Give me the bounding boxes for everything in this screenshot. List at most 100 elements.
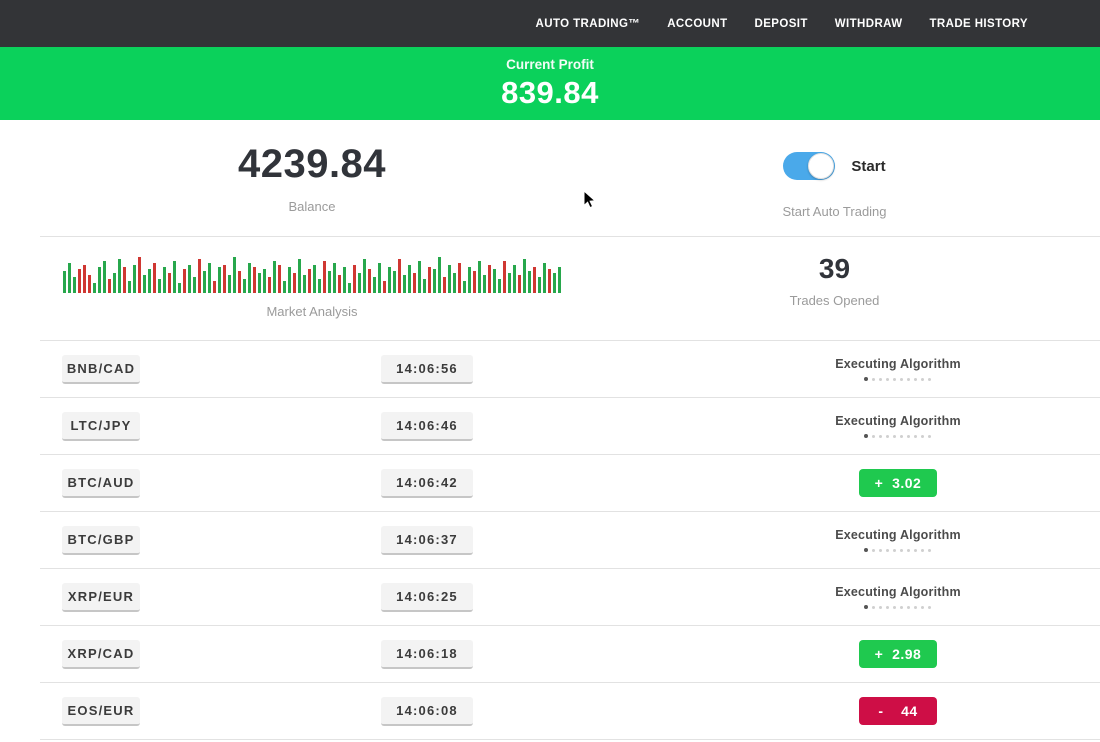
chart-bar — [253, 267, 256, 293]
chart-bar — [533, 267, 536, 293]
trade-status: - 44 — [574, 697, 1100, 725]
progress-dot — [872, 606, 876, 609]
executing-status: Executing Algorithm — [835, 528, 961, 552]
progress-dot — [928, 435, 932, 438]
table-row: BTC/AUD 14:06:42 + 3.02 — [0, 455, 1100, 511]
pair-badge: XRP/CAD — [62, 639, 140, 669]
table-row: EOS/EUR 14:06:08 - 44 — [0, 683, 1100, 739]
chart-bar — [88, 275, 91, 293]
chart-bar — [448, 265, 451, 293]
trade-status: Executing Algorithm — [574, 585, 1100, 609]
chart-bar — [558, 267, 561, 293]
progress-dot — [879, 378, 883, 381]
progress-dot — [864, 377, 869, 381]
chart-bar — [453, 273, 456, 293]
progress-dot — [914, 378, 918, 381]
chart-bar — [438, 257, 441, 293]
chart-bar — [108, 279, 111, 293]
chart-bar — [208, 263, 211, 293]
chart-bar — [413, 273, 416, 293]
pair-badge: BNB/CAD — [62, 354, 140, 384]
chart-bar — [553, 273, 556, 293]
chart-bar — [463, 281, 466, 293]
chart-bar — [83, 265, 86, 293]
market-analysis-section: Market Analysis 39 Trades Opened — [0, 237, 1100, 340]
progress-dot — [907, 435, 911, 438]
trades-list: BNB/CAD 14:06:56 Executing Algorithm LTC… — [0, 341, 1100, 740]
chart-bar — [418, 261, 421, 293]
executing-label: Executing Algorithm — [835, 414, 961, 428]
chart-bar — [193, 277, 196, 293]
progress-dot — [886, 435, 890, 438]
chart-bar — [488, 265, 491, 293]
chart-bar — [548, 269, 551, 293]
auto-trading-toggle[interactable] — [783, 152, 836, 180]
progress-dot — [879, 435, 883, 438]
chart-bar — [68, 263, 71, 293]
chart-bar — [183, 269, 186, 293]
progress-dot — [914, 549, 918, 552]
chart-bar — [523, 259, 526, 293]
chart-bar — [428, 267, 431, 293]
chart-bar — [313, 265, 316, 293]
chart-bar — [518, 275, 521, 293]
nav-item-deposit[interactable]: DEPOSIT — [754, 17, 808, 30]
progress-dot — [886, 378, 890, 381]
trade-status: Executing Algorithm — [574, 357, 1100, 381]
chart-bar — [63, 271, 66, 293]
toggle-knob[interactable] — [808, 153, 835, 179]
time-badge: 14:06:08 — [381, 696, 473, 726]
chart-bar — [503, 261, 506, 293]
chart-bar — [323, 261, 326, 293]
progress-dot — [907, 606, 911, 609]
chart-bar — [278, 265, 281, 293]
progress-dots — [835, 434, 961, 438]
chart-bar — [348, 283, 351, 293]
balance-value: 4239.84 — [237, 142, 387, 186]
chart-bar — [328, 271, 331, 293]
table-row: LTC/JPY 14:06:46 Executing Algorithm — [0, 398, 1100, 454]
chart-bar — [158, 279, 161, 293]
chart-bar — [123, 267, 126, 293]
progress-dot — [914, 606, 918, 609]
chart-bar — [353, 265, 356, 293]
row-divider — [40, 739, 1100, 740]
nav-item-auto-trading[interactable]: AUTO TRADING™ — [535, 17, 641, 30]
time-badge: 14:06:18 — [381, 639, 473, 669]
time-badge: 14:06:25 — [381, 582, 473, 612]
progress-dot — [886, 606, 890, 609]
chart-bar — [408, 265, 411, 293]
executing-label: Executing Algorithm — [835, 528, 961, 542]
chart-bar — [168, 273, 171, 293]
pair-badge: BTC/GBP — [62, 525, 140, 555]
chart-bar — [298, 259, 301, 293]
chart-bar — [383, 281, 386, 293]
table-row: XRP/EUR 14:06:25 Executing Algorithm — [0, 569, 1100, 625]
progress-dot — [886, 549, 890, 552]
chart-bar — [113, 273, 116, 293]
chart-bar — [223, 265, 226, 293]
progress-dot — [879, 549, 883, 552]
profit-badge: + 2.98 — [859, 640, 937, 668]
nav-item-trade-history[interactable]: TRADE HISTORY — [929, 17, 1028, 30]
chart-bar — [173, 261, 176, 293]
chart-bar — [118, 259, 121, 293]
progress-dot — [921, 435, 925, 438]
pair-badge: XRP/EUR — [62, 582, 140, 612]
chart-bar — [318, 279, 321, 293]
executing-status: Executing Algorithm — [835, 414, 961, 438]
chart-bar — [388, 267, 391, 293]
chart-bar — [478, 261, 481, 293]
chart-bar — [143, 275, 146, 293]
chart-bar — [508, 273, 511, 293]
chart-bar — [403, 275, 406, 293]
auto-trading-label: Start Auto Trading — [782, 204, 887, 219]
chart-bar — [188, 265, 191, 293]
row-divider — [40, 568, 1100, 569]
progress-dot — [864, 548, 869, 552]
nav-item-account[interactable]: ACCOUNT — [667, 17, 728, 30]
chart-bar — [163, 267, 166, 293]
chart-bar — [128, 281, 131, 293]
nav-item-withdraw[interactable]: WITHDRAW — [834, 17, 903, 30]
